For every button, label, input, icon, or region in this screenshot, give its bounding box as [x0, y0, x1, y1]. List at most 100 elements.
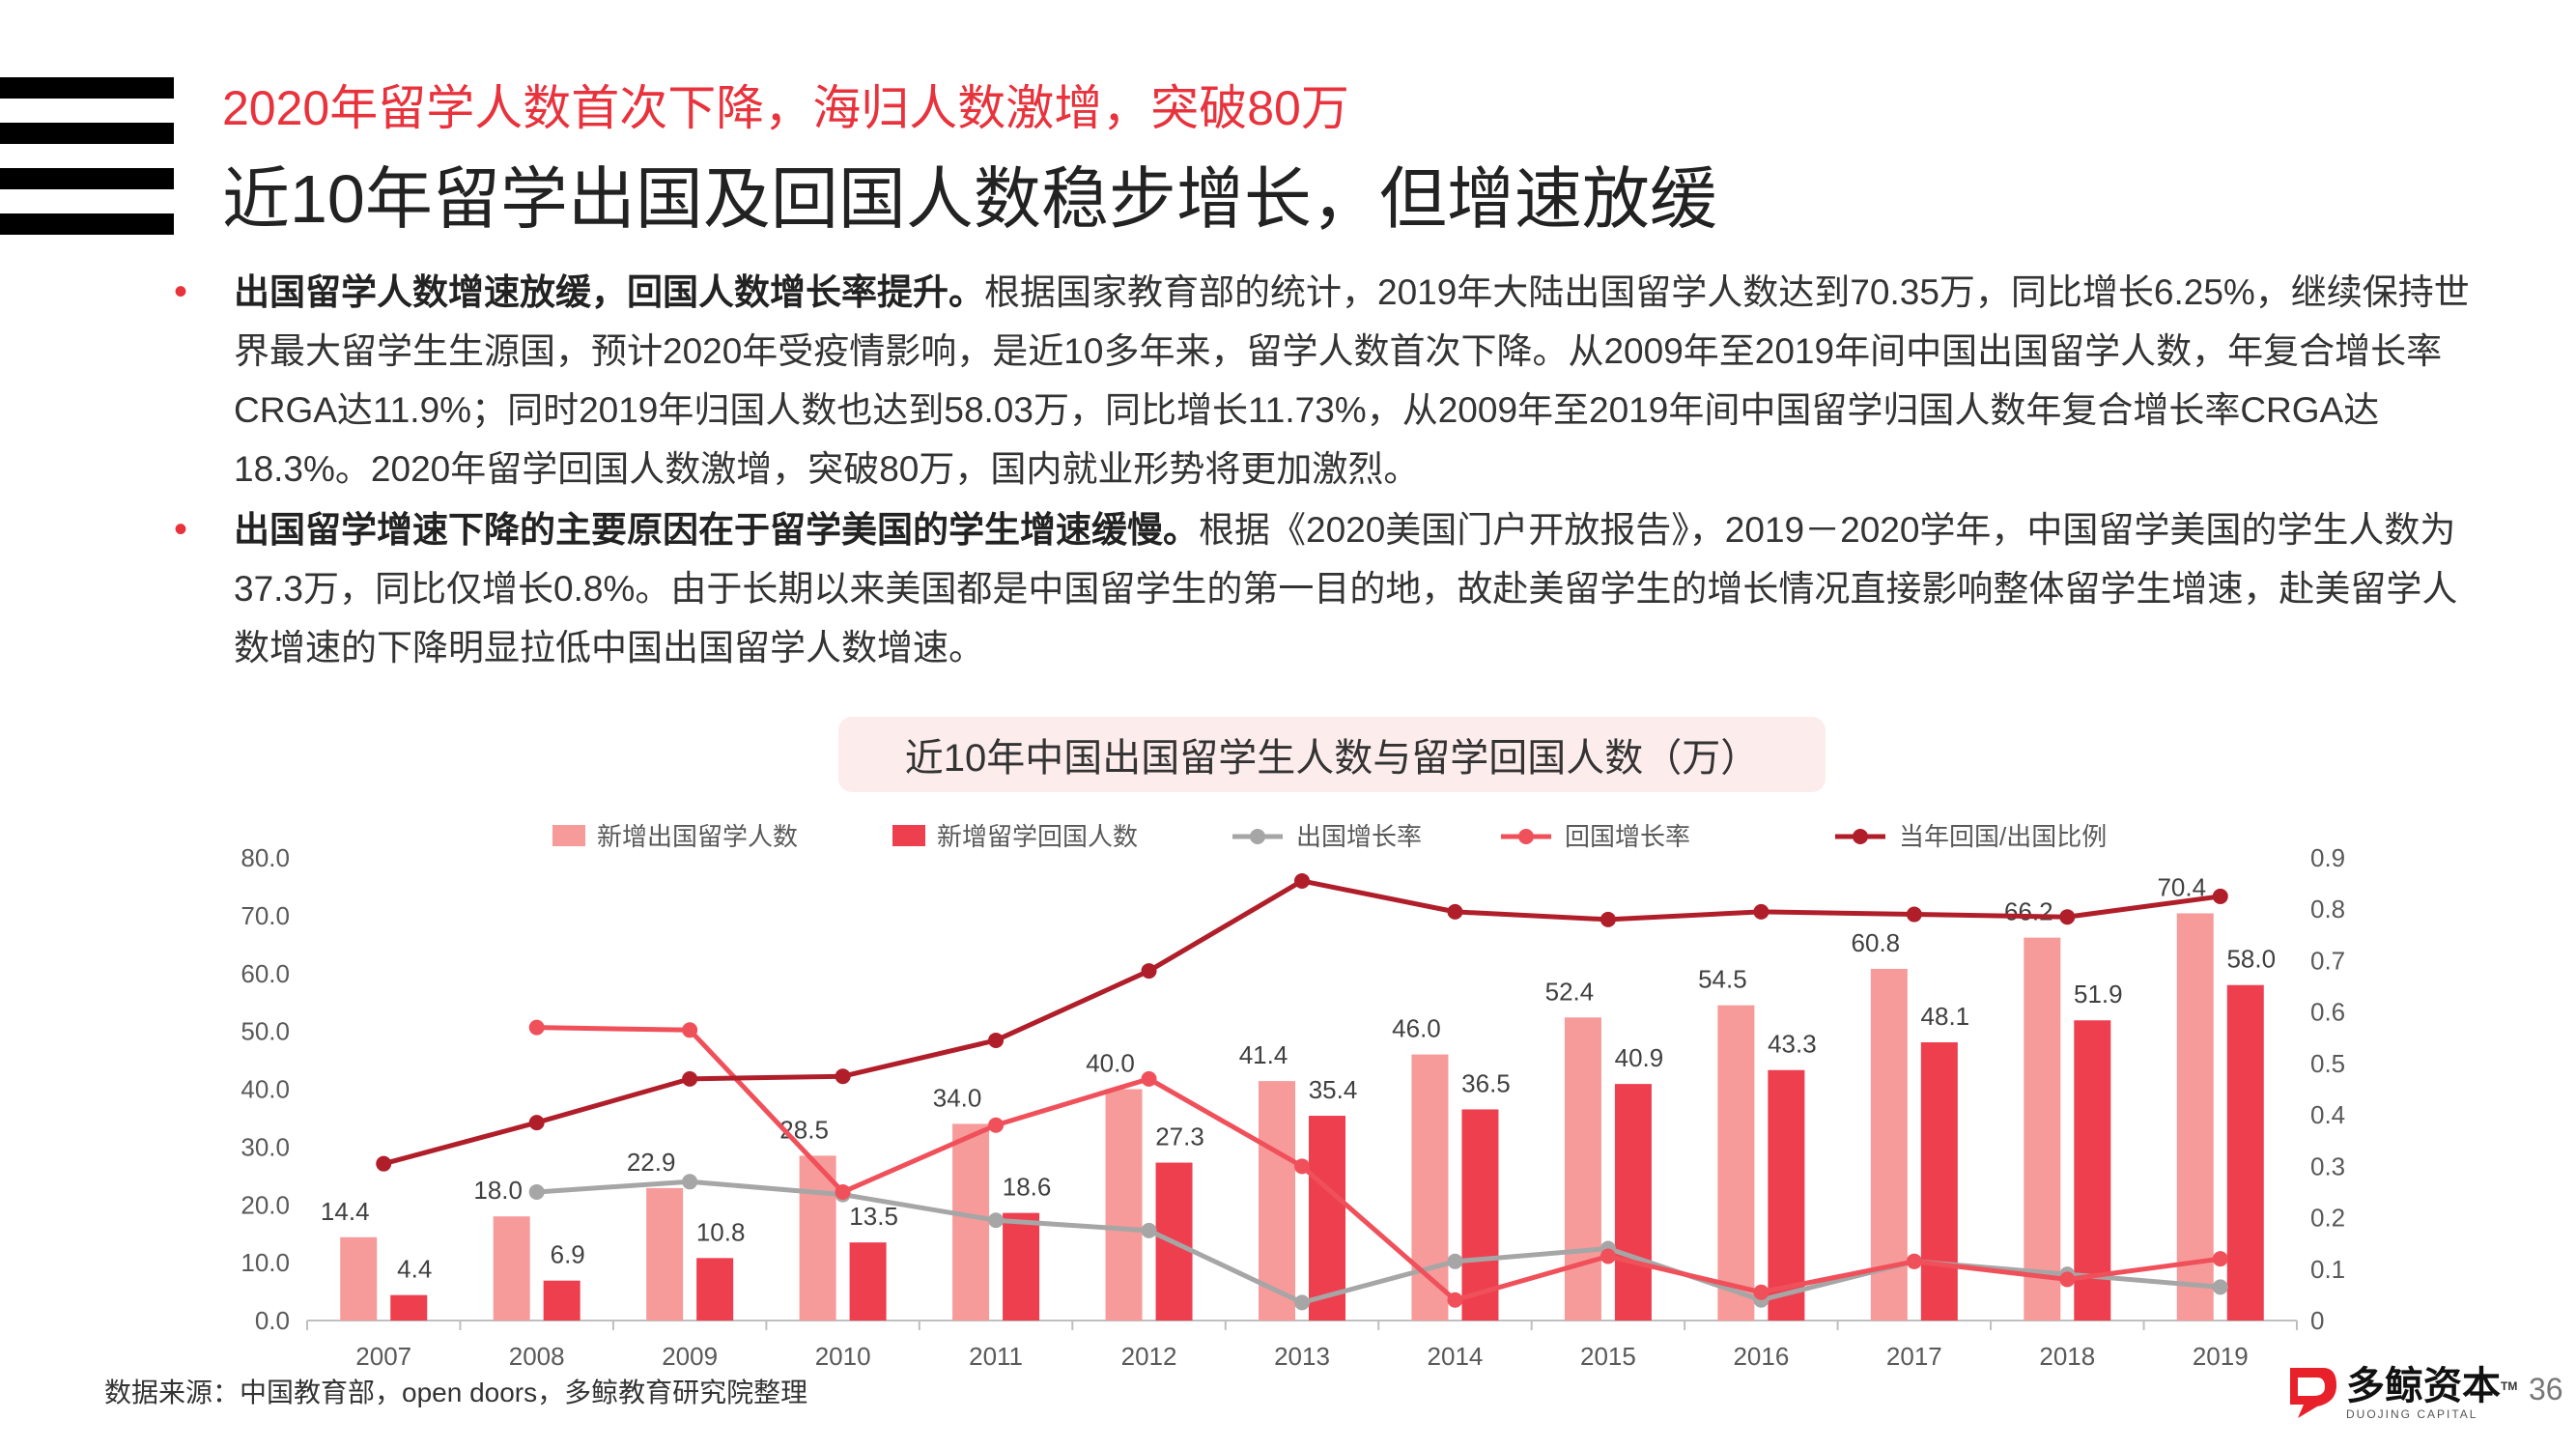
line-point: [1599, 1248, 1616, 1264]
x-tick-label: 2007: [355, 1342, 411, 1371]
line-point: [1447, 903, 1463, 920]
bar-data-label: 10.8: [696, 1217, 746, 1246]
line-point: [2212, 888, 2228, 904]
line-point: [376, 1155, 392, 1172]
x-tick-label: 2012: [1121, 1342, 1177, 1371]
y-left-tick-label: 50.0: [241, 1017, 290, 1046]
whale-logo-icon: [2290, 1368, 2336, 1418]
bar-data-label: 35.4: [1309, 1075, 1358, 1104]
line-point: [1447, 1292, 1463, 1308]
line-point: [1294, 1294, 1310, 1311]
bar: [696, 1258, 734, 1321]
bullet-dot-icon: •: [174, 508, 188, 551]
bullet-item: • 出国留学增速下降的主要原因在于留学美国的学生增速缓慢。根据《2020美国门户…: [174, 500, 2492, 677]
x-tick-label: 2018: [2039, 1342, 2095, 1371]
line-point: [682, 1174, 698, 1190]
bar: [1105, 1089, 1143, 1321]
bullet-list: • 出国留学人数增速放缓，回国人数增长率提升。根据国家教育部的统计，2019年大…: [174, 263, 2492, 679]
bar: [1259, 1081, 1295, 1321]
line-point: [1753, 1284, 1769, 1300]
x-tick-label: 2009: [662, 1342, 718, 1371]
bar: [2176, 913, 2214, 1321]
bar: [2074, 1020, 2111, 1321]
bar: [799, 1155, 836, 1321]
logo-trademark: TM: [2501, 1379, 2518, 1393]
y-left-tick-label: 20.0: [241, 1190, 290, 1219]
x-tick-label: 2016: [1733, 1342, 1789, 1371]
y-right-tick-label: 0.6: [2310, 998, 2345, 1027]
legend-marker: [1250, 829, 1265, 844]
line-point: [2212, 1279, 2228, 1295]
bar: [1309, 1116, 1345, 1321]
line-point: [1906, 1253, 1922, 1269]
series-line: [536, 1179, 2221, 1305]
bar-data-label: 40.0: [1086, 1049, 1135, 1078]
y-right-tick-label: 0.8: [2310, 895, 2345, 923]
bar: [493, 1216, 530, 1321]
y-right-tick-label: 0.9: [2310, 843, 2345, 872]
bar: [1614, 1084, 1652, 1321]
line-point: [2059, 909, 2076, 925]
x-tick-label: 2019: [2193, 1342, 2249, 1371]
bar: [2226, 984, 2264, 1321]
bar: [543, 1280, 580, 1321]
line-point: [835, 1068, 851, 1085]
legend-label: 出国增长率: [1296, 822, 1422, 851]
bar: [849, 1242, 887, 1321]
bar: [2024, 937, 2061, 1321]
bar-data-label: 6.9: [551, 1240, 585, 1269]
bar-data-label: 51.9: [2074, 980, 2123, 1009]
legend-marker: [1518, 829, 1534, 844]
bar-data-label: 22.9: [627, 1148, 676, 1177]
y-right-tick-label: 0: [2310, 1306, 2324, 1335]
x-tick-label: 2008: [509, 1342, 565, 1371]
bar: [646, 1187, 684, 1321]
y-left-tick-label: 60.0: [241, 959, 290, 988]
bar-data-label: 52.4: [1545, 977, 1595, 1006]
line-point: [2212, 1251, 2228, 1267]
bar-data-label: 60.8: [1852, 928, 1901, 957]
x-tick-label: 2010: [815, 1342, 871, 1371]
y-right-tick-label: 0.2: [2310, 1204, 2345, 1233]
data-source-note: 数据来源：中国教育部，open doors，多鲸教育研究院整理: [104, 1378, 808, 1407]
line-point: [1599, 911, 1616, 927]
chart-title: 近10年中国出国留学生人数与留学回国人数（万）: [904, 737, 1760, 780]
y-left-tick-label: 80.0: [241, 843, 290, 872]
bar: [340, 1236, 378, 1321]
legend-swatch: [892, 825, 925, 846]
bar-data-label: 40.9: [1615, 1043, 1664, 1072]
bar: [1003, 1212, 1040, 1321]
logo-name: 多鲸资本: [2346, 1365, 2501, 1407]
bar-data-label: 34.0: [933, 1083, 982, 1112]
legend-marker: [1853, 829, 1868, 844]
bar-data-label: 43.3: [1768, 1030, 1817, 1059]
page-title: 近10年留学出国及回国人数稳步增长，但增速放缓: [222, 161, 1717, 237]
bar: [1768, 1069, 1805, 1321]
line-point: [1141, 1222, 1157, 1238]
page-subtitle: 2020年留学人数首次下降，海归人数激增，突破80万: [222, 81, 1349, 135]
y-left-tick-label: 40.0: [241, 1075, 290, 1104]
y-right-tick-label: 0.3: [2310, 1151, 2345, 1180]
line-point: [835, 1183, 851, 1200]
bullet-text: 根据《2020美国门户开放报告》，2019－2020学年，中国留学美国的学生人数…: [234, 510, 2458, 668]
y-right-tick-label: 0.5: [2310, 1049, 2345, 1078]
legend-label: 新增留学回国人数: [937, 822, 1138, 851]
bar-data-label: 28.5: [779, 1115, 829, 1144]
x-tick-label: 2017: [1886, 1342, 1942, 1371]
bar: [952, 1123, 990, 1321]
line-point: [1906, 906, 1922, 923]
legend-label: 新增出国留学人数: [597, 822, 798, 851]
line-point: [1753, 903, 1769, 920]
bar-data-label: 66.2: [2004, 897, 2053, 926]
chart-title-box: 近10年中国出国留学生人数与留学回国人数（万）: [838, 717, 1826, 792]
bar-data-label: 48.1: [1921, 1002, 1970, 1031]
bar-data-label: 18.0: [473, 1176, 523, 1205]
line-point: [528, 1183, 545, 1200]
legend-label: 当年回国/出国比例: [1899, 822, 2107, 851]
line-point: [1294, 872, 1310, 889]
bullet-text: 根据国家教育部的统计，2019年大陆出国留学人数达到70.35万，同比增长6.2…: [234, 272, 2470, 489]
bar-data-label: 13.5: [849, 1202, 898, 1231]
bar: [1920, 1042, 1958, 1321]
bar: [1461, 1109, 1499, 1321]
